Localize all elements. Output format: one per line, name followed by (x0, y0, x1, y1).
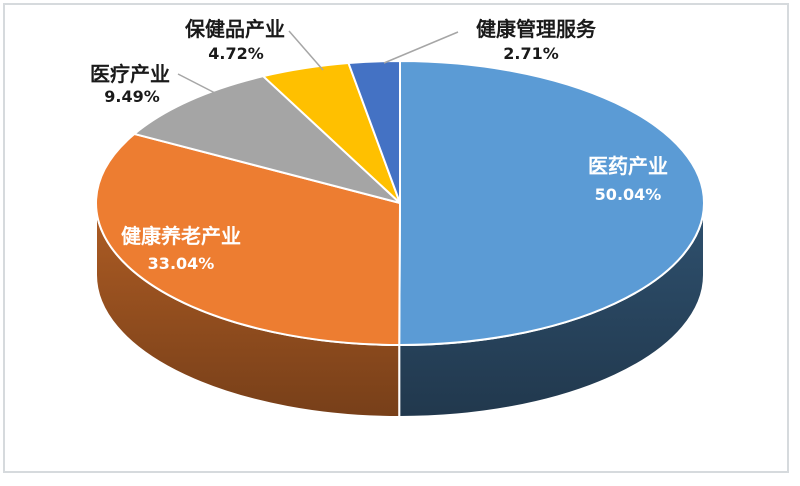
pie-slice-1 (95, 132, 401, 346)
leader-line-3 (288, 30, 324, 71)
slice-label-value-1: 33.04% (148, 254, 215, 273)
leader-line-2 (177, 73, 218, 95)
slice-label-value-0: 50.04% (595, 185, 662, 204)
slice-label-value-3: 4.72% (208, 44, 264, 63)
slice-label-name-3: 保健品产业 (184, 17, 285, 41)
pie-slice-4 (347, 60, 401, 204)
slice-label-name-4: 健康管理服务 (476, 17, 597, 41)
slice-label-name-0: 医药产业 (588, 154, 668, 178)
slice-label-value-2: 9.49% (104, 87, 160, 106)
leader-line-4 (383, 31, 459, 64)
slice-label-name-2: 医疗产业 (90, 62, 170, 86)
slice-label-name-1: 健康养老产业 (121, 224, 241, 248)
pie-slice-0 (398, 60, 705, 346)
pie-slice-2 (133, 75, 401, 204)
slice-label-value-4: 2.71% (503, 44, 559, 63)
